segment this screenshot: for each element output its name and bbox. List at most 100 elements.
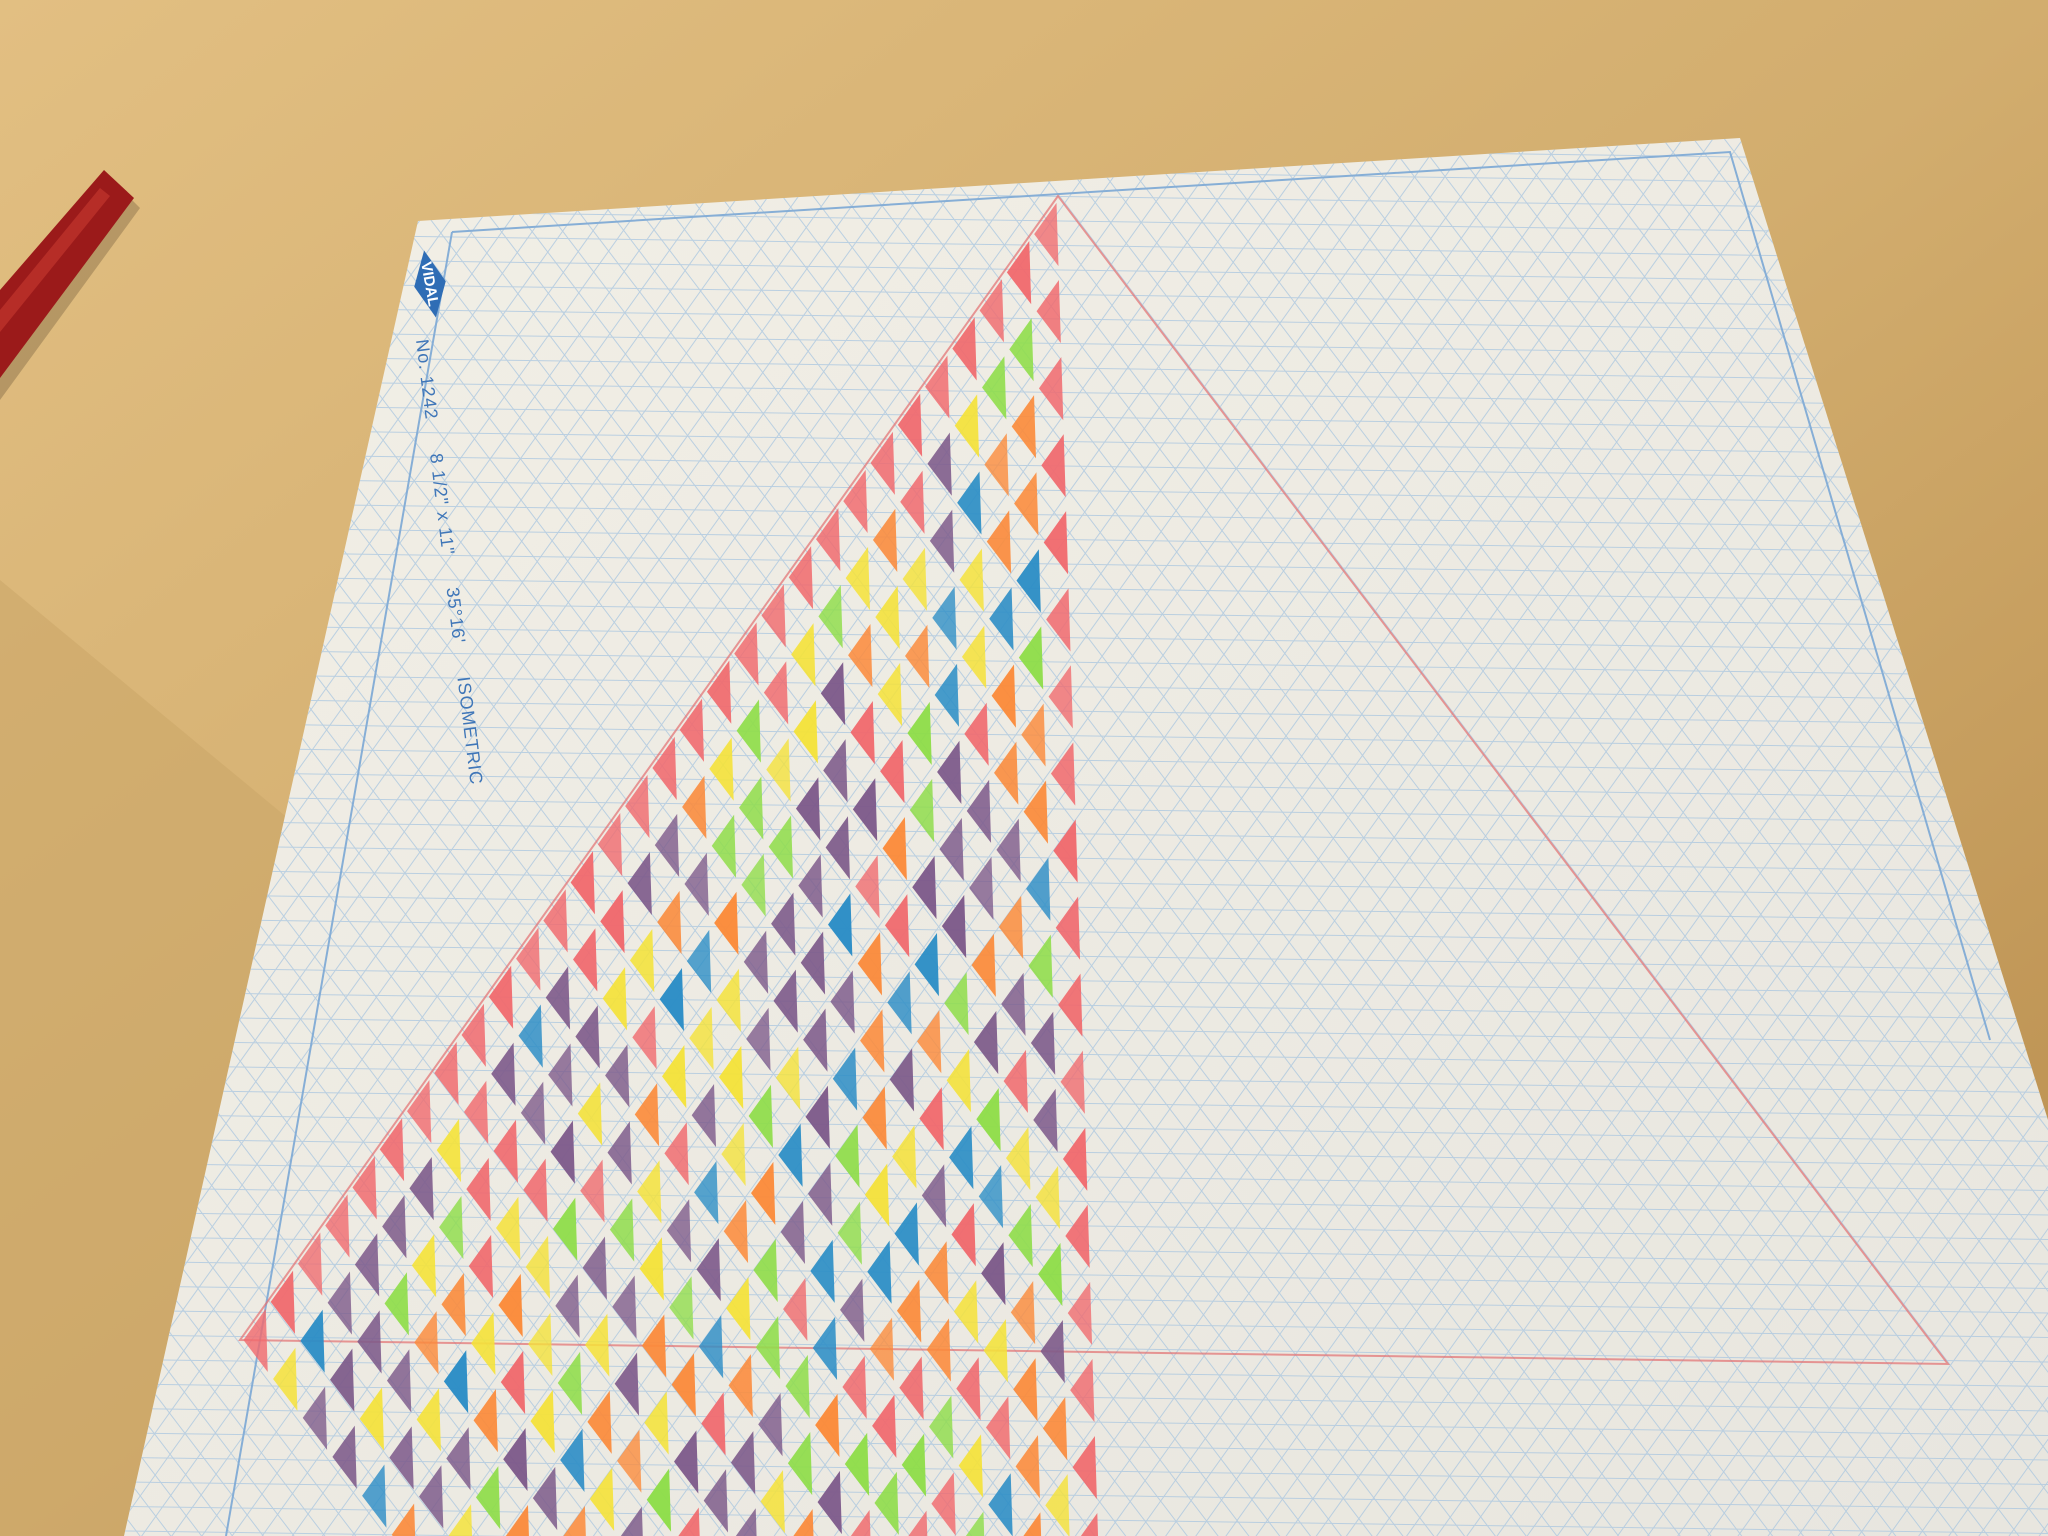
colored-cell-red [600,890,625,954]
colored-cell-green [475,1466,501,1530]
colored-cell-blue [694,1161,719,1225]
colored-cell-purple [696,1238,721,1302]
grid-line [285,138,2048,1536]
colored-cell-purple [912,855,937,920]
colored-cell-blue [686,929,712,994]
colored-cell-purple [939,817,964,882]
colored-cell-purple [684,852,709,916]
colored-cell-orange [657,890,682,955]
grid-line [124,1411,2048,1481]
colored-cell-purple [921,1164,947,1228]
colored-cell-purple [735,1508,757,1536]
colored-cell-purple [419,1465,444,1529]
grid-line [124,701,2048,770]
grid-line [124,138,1715,1536]
grid-line [438,138,2048,1536]
colored-cell-orange [1010,1281,1036,1345]
colored-cell-blue [300,1309,325,1373]
colored-cell-yellow [709,737,734,801]
colored-cell-red [783,1277,808,1342]
colored-cell-yellow [726,1277,751,1341]
grid-line [168,138,2048,1536]
colored-cell-green [1008,1203,1033,1268]
grid-line [124,138,2048,1536]
colored-cell-yellow [953,1280,979,1344]
grid-line [598,138,2048,1536]
colored-cell-green [944,971,969,1036]
grid-line [124,921,2048,991]
grid-line [124,603,2048,672]
colored-cell-yellow [471,1311,496,1376]
grid-line [124,799,2048,868]
colored-cell-orange [391,1503,416,1536]
colored-cell-yellow [359,1387,385,1451]
colored-cell-green [753,1238,778,1303]
grid-line [124,1117,2048,1187]
colored-cell-green [837,1201,862,1265]
colored-cell-orange [1014,472,1039,536]
colored-cell-blue [443,1350,469,1414]
colored-cell-purple [852,778,878,842]
colored-cell-yellow [411,1234,437,1298]
colored-cell-purple [357,1310,382,1374]
colored-cell-yellow [766,738,791,802]
colored-cell-purple [666,1199,692,1263]
colored-cell-red [573,928,598,992]
colored-cell-green [907,701,932,766]
colored-cell-red [788,546,814,610]
colored-cell-orange [505,1505,529,1536]
colored-cell-yellow [589,1467,615,1531]
colored-cell-red [1070,1358,1095,1423]
colored-cell-yellow [602,967,628,1031]
colored-cell-green [982,356,1007,420]
colored-cell-yellow [983,1319,1008,1383]
colored-cell-purple [803,1008,828,1072]
grid-line [124,138,1857,1536]
colored-cell-red [850,701,875,765]
grid-line [458,138,2048,1536]
colored-cell-yellow [577,1082,603,1146]
colored-cell-blue [988,1473,1013,1536]
grid-line [418,138,2048,1536]
colored-cell-purple [981,1242,1006,1306]
colored-cell-purple [743,930,769,994]
colored-cell-red [734,622,759,686]
colored-cell-red [625,774,650,839]
colored-cell-purple [607,1121,632,1185]
colored-cell-red [270,1270,296,1334]
grid-line [304,138,2048,1536]
grid-line [124,138,1734,1536]
colored-cell-blue [887,971,912,1035]
colored-cell-orange [634,1083,660,1147]
grid-line [124,284,2048,354]
colored-cell-yellow [530,1389,555,1454]
colored-cell-red [1055,896,1081,960]
colored-cell-purple [771,892,796,956]
grid-line [558,138,2048,1536]
grid-line [124,138,1929,1536]
colored-cell-orange [1013,1358,1038,1422]
grid-line [124,138,2048,1536]
colored-cell-green [1018,626,1044,690]
grid-line [124,138,1753,1536]
colored-cell-orange [441,1273,466,1337]
colored-cell-purple [730,1431,756,1495]
colored-cell-red [931,1472,956,1536]
grid-line [518,138,2048,1536]
colored-cell-green [1038,1242,1063,1307]
colored-cell-purple [582,1236,607,1300]
grid-line [124,1289,2048,1358]
colored-cell-blue [914,933,939,997]
grid-line [379,138,2048,1536]
colored-cell-red [919,1087,944,1151]
colored-cell-purple [929,509,955,573]
colored-cell-red [488,965,514,1029]
colored-cell-yellow [662,1045,687,1109]
